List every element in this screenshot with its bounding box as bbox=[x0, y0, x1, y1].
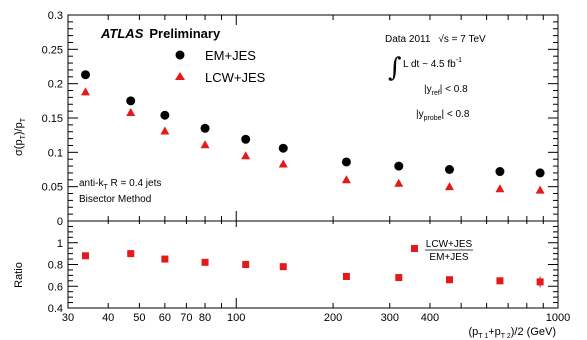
ratio-y-axis-title: Ratio bbox=[13, 262, 25, 288]
ratio-point bbox=[445, 276, 453, 284]
main-axis-ticks bbox=[67, 14, 559, 222]
jet-algorithm-label: anti-kT R = 0.4 jets bbox=[79, 178, 161, 191]
ratio-point bbox=[127, 250, 135, 258]
x-tick-label: 1000 bbox=[546, 312, 570, 324]
em-jes-point bbox=[444, 165, 454, 174]
main-y-tick-label: 0 bbox=[57, 216, 63, 228]
ratio-legend: LCW+JES EM+JES bbox=[411, 239, 473, 263]
lcw-jes-point bbox=[278, 159, 288, 168]
ratio-point bbox=[342, 272, 350, 280]
legend-marker-em-jes bbox=[175, 50, 185, 60]
ratio-point bbox=[161, 255, 169, 263]
em-jes-point bbox=[278, 143, 288, 153]
main-y-tick-label: 0.3 bbox=[48, 10, 63, 22]
lcw-jes-point bbox=[535, 185, 545, 194]
em-jes-point bbox=[200, 123, 210, 133]
main-y-tick-label: 0.1 bbox=[48, 147, 63, 159]
ratio-error-bars bbox=[84, 252, 541, 288]
lcw-jes-point bbox=[444, 182, 454, 191]
em-jes-point bbox=[160, 110, 170, 120]
ratio-point bbox=[536, 278, 544, 286]
em-jes-point bbox=[126, 96, 136, 106]
data-label: Data 2011 √s = 7 TeV bbox=[385, 33, 486, 45]
x-tick-label: 300 bbox=[381, 312, 399, 324]
series-em-jes bbox=[80, 70, 545, 178]
ratio-legend-marker bbox=[411, 245, 418, 252]
ratio-y-tick-label: 0.8 bbox=[48, 260, 63, 272]
ratio-y-tick-label: 1 bbox=[57, 238, 63, 250]
em-jes-point bbox=[495, 167, 505, 177]
ratio-point bbox=[201, 258, 209, 266]
em-jes-point bbox=[341, 157, 351, 167]
ratio-point bbox=[496, 277, 504, 285]
x-tick-label: 70 bbox=[180, 312, 192, 324]
x-tick-label: 40 bbox=[102, 312, 114, 324]
x-tick-label: 400 bbox=[421, 312, 439, 324]
main-y-tick-labels: 0 0.05 0.1 0.15 0.2 0.25 0.3 bbox=[42, 10, 63, 228]
x-tick-label: 50 bbox=[133, 312, 145, 324]
lcw-jes-point bbox=[495, 184, 505, 193]
em-jes-point bbox=[241, 134, 251, 144]
x-tick-labels: 30 40 50 60 70 80 100 200 300 400 1000 bbox=[62, 312, 570, 324]
ratio-point bbox=[395, 274, 403, 282]
legend: EM+JES LCW+JES bbox=[175, 48, 266, 85]
lcw-jes-point bbox=[241, 151, 251, 160]
em-jes-point bbox=[80, 70, 90, 80]
main-y-tick-label: 0.15 bbox=[42, 113, 63, 125]
legend-label-em-jes: EM+JES bbox=[205, 48, 256, 63]
x-tick-label: 200 bbox=[324, 312, 342, 324]
ratio-point bbox=[279, 263, 287, 271]
lcw-jes-point bbox=[160, 126, 170, 135]
series-lcw-jes bbox=[80, 87, 545, 194]
ratio-y-tick-label: 0.6 bbox=[48, 281, 63, 293]
yprobe-cut-label: |yprobe| < 0.8 bbox=[416, 109, 470, 122]
main-y-tick-label: 0.05 bbox=[42, 182, 63, 194]
main-y-tick-label: 0.25 bbox=[42, 44, 63, 56]
method-label: Bisector Method bbox=[79, 194, 151, 205]
x-tick-label: 80 bbox=[199, 312, 211, 324]
main-y-tick-label: 0.2 bbox=[48, 79, 63, 91]
ratio-y-tick-label: 0.4 bbox=[48, 303, 63, 315]
lcw-jes-point bbox=[80, 87, 90, 96]
x-axis-title: (pT 1+pT 2)/2 (GeV) bbox=[468, 326, 556, 340]
atlas-label: ATLAS Preliminary bbox=[100, 26, 221, 41]
lumi-integral: ∫ bbox=[388, 53, 402, 83]
main-plot-frame bbox=[67, 14, 559, 222]
legend-marker-lcw-jes bbox=[175, 72, 185, 80]
ratio-y-tick-labels: 0.4 0.6 0.8 1 bbox=[48, 238, 63, 315]
lcw-jes-point bbox=[200, 140, 210, 149]
em-jes-point bbox=[394, 161, 404, 171]
lumi-label: L dt ~ 4.5 fb-1 bbox=[403, 57, 462, 70]
x-tick-label: 60 bbox=[159, 312, 171, 324]
x-tick-label: 100 bbox=[227, 312, 245, 324]
lcw-jes-point bbox=[126, 108, 136, 117]
ratio-point bbox=[81, 252, 89, 260]
yref-cut-label: |yref| < 0.8 bbox=[424, 84, 468, 97]
ratio-legend-numerator: LCW+JES bbox=[426, 239, 473, 250]
ratio-point bbox=[242, 261, 250, 268]
main-y-axis-title: σ(pT)/pT bbox=[13, 117, 27, 156]
lcw-jes-point bbox=[394, 178, 404, 187]
ratio-axis-ticks bbox=[67, 220, 559, 309]
ratio-plot-frame bbox=[67, 220, 559, 309]
ratio-legend-denominator: EM+JES bbox=[429, 252, 469, 263]
em-jes-point bbox=[535, 168, 545, 178]
legend-label-lcw-jes: LCW+JES bbox=[205, 70, 266, 85]
x-tick-label: 30 bbox=[62, 312, 74, 324]
lcw-jes-point bbox=[341, 175, 351, 184]
series-ratio bbox=[81, 250, 544, 286]
